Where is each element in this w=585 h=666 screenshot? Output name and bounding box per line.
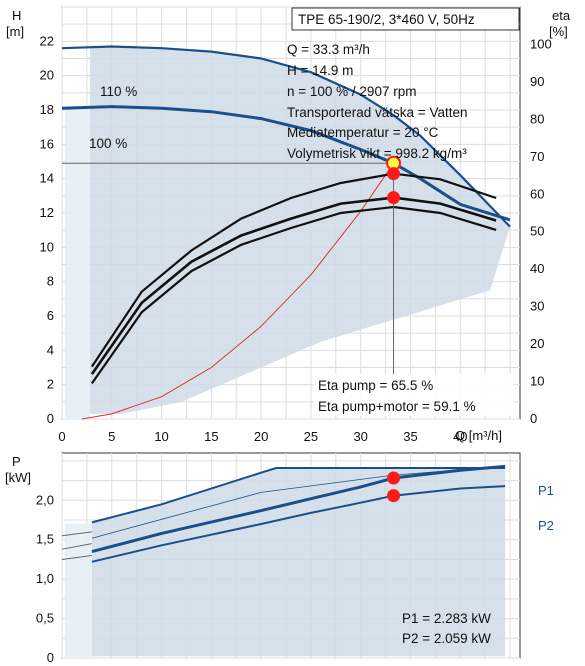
x-tick-label: 0	[58, 429, 65, 444]
y2-axis-title: eta	[552, 8, 571, 23]
curve-label-100: 100 %	[89, 136, 127, 151]
eta-pump-curve	[90, 172, 497, 368]
y2-tick-label: 70	[530, 149, 544, 164]
x-tick-label: 35	[403, 429, 417, 444]
power-curve-110	[91, 467, 506, 524]
y-tick-label: 8	[47, 274, 54, 289]
y2-tick-label: 40	[530, 261, 544, 276]
eta-total-curve	[90, 196, 497, 375]
chart-title: TPE 65-190/2, 3*460 V, 50Hz	[298, 12, 475, 27]
x-tick-label: 15	[204, 429, 218, 444]
x-axis-title: Q [m³/h]	[455, 428, 502, 443]
power-tick-label: 0,5	[36, 611, 54, 626]
p2-value-text: P2 = 2.059 kW	[402, 631, 491, 646]
y-tick-label: 10	[40, 239, 54, 254]
x-tick-label: 30	[353, 429, 367, 444]
eta-total-note: Eta pump+motor = 59.1 %	[318, 399, 476, 414]
eta-point-marker	[387, 191, 401, 205]
y-axis-title: H	[12, 8, 21, 23]
y-tick-label: 18	[40, 102, 54, 117]
power-tick-label: 1,0	[36, 571, 54, 586]
eta-total-curve-lower	[90, 205, 497, 385]
bottom-chart-ticks: 0 0,5 1,0 1,5 2,0	[36, 492, 54, 665]
y-tick-label: 4	[47, 342, 54, 357]
y-tick-label: 2	[47, 377, 54, 392]
y2-tick-label: 10	[530, 374, 544, 389]
y-tick-label: 14	[40, 171, 54, 186]
system-curve	[81, 162, 395, 420]
x-tick-label: 5	[108, 429, 115, 444]
y2-tick-label: 60	[530, 186, 544, 201]
minimum-flow-area	[64, 110, 90, 419]
eta-point-marker	[387, 167, 401, 181]
y-tick-label: 6	[47, 308, 54, 323]
p2-curve	[91, 485, 506, 563]
top-chart-ticks: 0 5 10 15 20 25 30 35 40 0 2 4 6 8 10 12 14 16 18 20 22 0 10 20…	[40, 33, 552, 444]
bottom-chart-points	[387, 471, 401, 503]
p1-curve-thin	[91, 466, 506, 539]
info-line-density: Volymetrisk vikt = 998.2 kg/m³	[287, 146, 467, 161]
y2-tick-label: 30	[530, 299, 544, 314]
y2-tick-label: 80	[530, 111, 544, 126]
series-label-p1: P1	[538, 483, 554, 498]
x-tick-label: 20	[254, 429, 268, 444]
y2-tick-label: 90	[530, 74, 544, 89]
x-tick-label: 10	[154, 429, 168, 444]
p-guide-line	[61, 555, 92, 560]
top-chart-curves	[61, 45, 511, 420]
power-tick-label: 2,0	[36, 492, 54, 507]
power-point-marker	[387, 489, 401, 503]
top-chart-plot-area: 0 5 10 15 20 25 30 35 40 0 2 4 6 8 10 12 14 16 18 20 22 0 10 20…	[40, 6, 552, 444]
x-tick-label: 40	[453, 429, 467, 444]
bottom-chart-operating-area	[64, 468, 506, 658]
power-tick-label: 0	[47, 650, 54, 665]
p-guide-line	[61, 531, 92, 537]
info-line-liquid: Transporterad vätska = Vatten	[287, 105, 467, 120]
eta-notes-bg	[314, 374, 514, 416]
y-axis-unit: [m]	[6, 24, 24, 39]
bottom-chart-curves	[61, 464, 506, 563]
power-area	[91, 468, 506, 657]
y2-tick-label: 100	[530, 36, 552, 51]
series-label-p2: P2	[538, 518, 554, 533]
y-tick-label: 0	[47, 411, 54, 426]
info-line-speed: n = 100 % / 2907 rpm	[287, 84, 416, 99]
head-curve-110	[61, 45, 511, 228]
p-guide-line	[61, 543, 92, 550]
y-tick-label: 20	[40, 68, 54, 83]
power-min-area	[64, 523, 92, 658]
info-panel: Q = 33.3 m³/h H = 14.9 m n = 100 % / 290…	[287, 42, 467, 161]
p1-curve	[91, 464, 506, 554]
y-tick-label: 22	[40, 33, 54, 48]
top-chart-points	[386, 155, 402, 205]
y-tick-label: 16	[40, 136, 54, 151]
info-line-temperature: Mediatemperatur = 20 °C	[287, 125, 439, 140]
head-curve-100	[61, 105, 511, 222]
y2-tick-label: 0	[530, 411, 537, 426]
y2-axis-unit: [%]	[549, 24, 568, 39]
x-tick-label: 25	[304, 429, 318, 444]
eta-pump-note: Eta pump = 65.5 %	[318, 378, 433, 393]
y2-tick-label: 50	[530, 224, 544, 239]
y2-tick-label: 20	[530, 336, 544, 351]
power-tick-label: 1,5	[36, 532, 54, 547]
info-line-flow: Q = 33.3 m³/h	[287, 42, 370, 57]
p1-value-text: P1 = 2.283 kW	[402, 611, 491, 626]
power-point-marker	[387, 471, 401, 485]
y-tick-label: 12	[40, 205, 54, 220]
info-line-head: H = 14.9 m	[287, 63, 353, 78]
power-axis-title: P	[12, 454, 21, 469]
curve-label-110: 110 %	[100, 84, 137, 99]
power-axis-unit: [kW]	[5, 470, 31, 485]
bottom-chart-plot-area: 0 0,5 1,0 1,5 2,0	[36, 452, 521, 665]
chart-title-box	[291, 7, 520, 31]
